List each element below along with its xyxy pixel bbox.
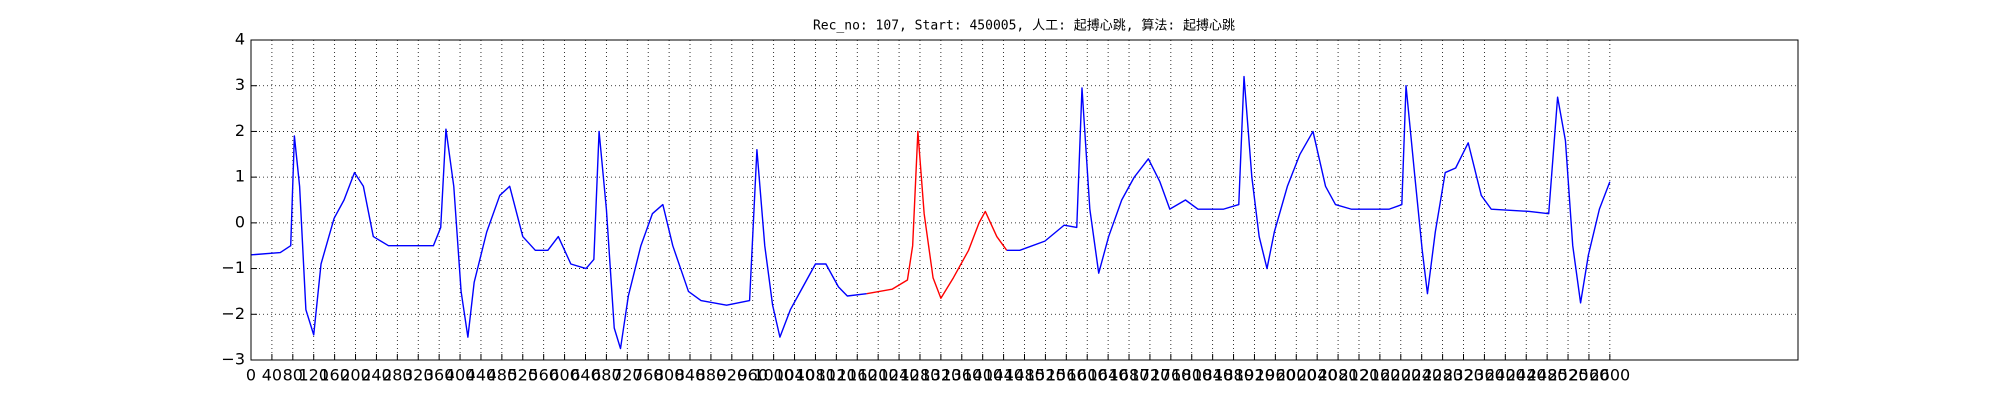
- x-tick-label: 960: [737, 366, 768, 385]
- x-tick-label: 1720: [1130, 366, 1171, 385]
- x-tick-label: 1080: [795, 366, 836, 385]
- y-tick-label: −1: [221, 258, 245, 277]
- x-tick-label: 1160: [837, 366, 878, 385]
- x-tick-label: 2480: [1527, 366, 1568, 385]
- y-tick-label: 4: [235, 30, 245, 49]
- x-tick-label: 680: [591, 366, 622, 385]
- x-tick-label: 1840: [1192, 366, 1233, 385]
- x-tick-label: 800: [654, 366, 685, 385]
- x-tick-label: 2360: [1464, 366, 1505, 385]
- y-tick-label: −3: [221, 350, 245, 369]
- x-tick-label: 2600: [1589, 366, 1630, 385]
- x-tick-label: 2080: [1318, 366, 1359, 385]
- y-tick-label: 1: [235, 167, 245, 186]
- x-tick-label: 1480: [1004, 366, 1045, 385]
- x-tick-label: 640: [570, 366, 601, 385]
- x-tick-label: 1200: [858, 366, 899, 385]
- x-tick-label: 1400: [962, 366, 1003, 385]
- x-tick-label: 1040: [774, 366, 815, 385]
- x-tick-label: 720: [612, 366, 643, 385]
- x-tick-label: 2200: [1380, 366, 1421, 385]
- x-tick-label: 360: [424, 366, 455, 385]
- x-tick-label: 440: [466, 366, 497, 385]
- x-tick-label: 1320: [921, 366, 962, 385]
- x-tick-label: 600: [549, 366, 580, 385]
- y-tick-label: 0: [235, 212, 245, 231]
- x-tick-label: 1360: [941, 366, 982, 385]
- x-tick-label: 1640: [1088, 366, 1129, 385]
- x-tick-label: 280: [382, 366, 413, 385]
- x-tick-label: 400: [445, 366, 476, 385]
- x-tick-label: 40: [262, 366, 282, 385]
- x-tick-label: 2320: [1443, 366, 1484, 385]
- x-tick-label: 1120: [816, 366, 857, 385]
- x-tick-label: 2560: [1569, 366, 1610, 385]
- x-tick-label: 1880: [1213, 366, 1254, 385]
- y-tick-label: 2: [235, 121, 245, 140]
- x-tick-label: 920: [717, 366, 748, 385]
- x-tick-label: 2520: [1548, 366, 1589, 385]
- x-tick-label: 2240: [1401, 366, 1442, 385]
- y-tick-label: 3: [235, 75, 245, 94]
- plot-frame: [250, 39, 1799, 361]
- chart-title: Rec_no: 107, Start: 450005, 人工: 起搏心跳, 算法…: [813, 18, 1235, 34]
- x-tick-label: 1520: [1025, 366, 1066, 385]
- x-tick-label: 2280: [1422, 366, 1463, 385]
- x-tick-label: 520: [507, 366, 538, 385]
- x-tick-label: 120: [298, 366, 329, 385]
- x-tick-label: 1760: [1150, 366, 1191, 385]
- x-tick-label: 760: [633, 366, 664, 385]
- x-tick-label: 1680: [1109, 366, 1150, 385]
- x-tick-label: 1960: [1255, 366, 1296, 385]
- signal-line: [250, 128, 867, 350]
- x-tick-label: 1800: [1171, 366, 1212, 385]
- x-tick-label: 1560: [1046, 366, 1087, 385]
- x-tick-label: 880: [696, 366, 727, 385]
- x-tick-label: 1920: [1234, 366, 1275, 385]
- x-tick-label: 840: [675, 366, 706, 385]
- x-tick-label: 1000: [753, 366, 794, 385]
- x-tick-label: 2440: [1506, 366, 1547, 385]
- x-tick-label: 1240: [879, 366, 920, 385]
- x-tick-label: 160: [319, 366, 350, 385]
- x-tick-label: 80: [283, 366, 303, 385]
- x-tick-label: 2400: [1485, 366, 1526, 385]
- x-tick-label: 2040: [1297, 366, 1338, 385]
- x-tick-label: 320: [403, 366, 434, 385]
- x-tick-label: 480: [487, 366, 518, 385]
- x-tick-label: 1280: [900, 366, 941, 385]
- x-tick-label: 2000: [1276, 366, 1317, 385]
- x-tick-label: 200: [340, 366, 371, 385]
- x-tick-label: 1440: [983, 366, 1024, 385]
- x-tick-label: 1600: [1067, 366, 1108, 385]
- x-tick-label: 2160: [1360, 366, 1401, 385]
- x-tick-label: 2120: [1339, 366, 1380, 385]
- signal-line: [866, 130, 1008, 299]
- x-tick-label: 560: [528, 366, 559, 385]
- x-tick-label: 0: [246, 366, 256, 385]
- y-tick-label: −2: [221, 304, 245, 323]
- x-tick-label: 240: [361, 366, 392, 385]
- signal-line: [1006, 75, 1611, 304]
